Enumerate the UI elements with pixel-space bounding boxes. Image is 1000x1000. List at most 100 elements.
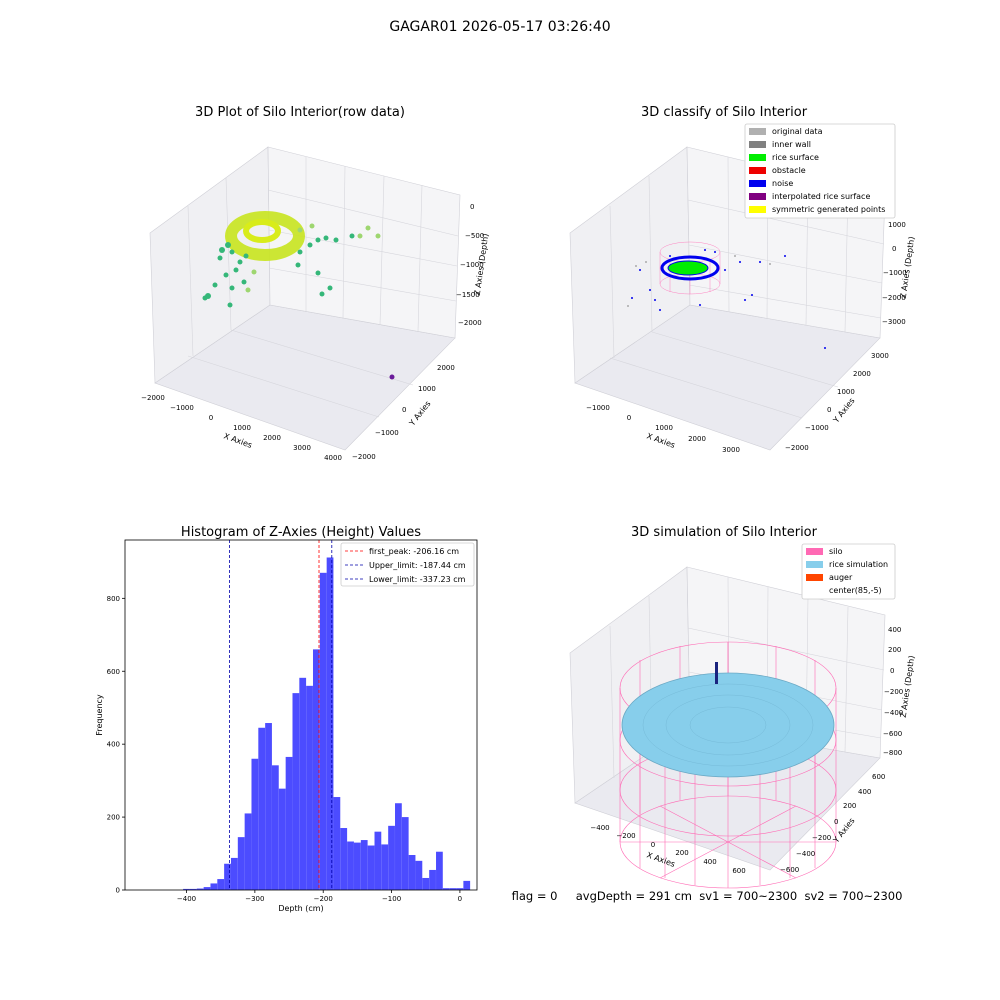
sim-ytick: 200: [843, 802, 856, 810]
raw-ring-surface: [225, 211, 305, 261]
classify-xtick: −1000: [586, 404, 610, 412]
histogram-bar: [292, 693, 300, 890]
histogram-bar: [347, 841, 354, 890]
histogram-bar: [224, 863, 231, 890]
sim-ztick: −400: [884, 709, 903, 717]
histogram-bar: [367, 845, 375, 890]
histogram-bar: [299, 677, 307, 890]
simulation-panel-title: 3D simulation of Silo Interior: [631, 525, 818, 540]
classify-ztick: −2000: [882, 294, 906, 302]
x-tick-label: −400: [177, 895, 196, 903]
classify-3d-panel: 3D classify of Silo Interior −1000 0 100…: [569, 105, 917, 454]
histogram-bar: [449, 888, 457, 890]
x-tick-label: −100: [382, 895, 401, 903]
raw-outlier-point: [389, 374, 395, 380]
histogram-frame: [124, 539, 478, 891]
histogram-bar: [319, 572, 327, 890]
classify-noise-points: [631, 249, 826, 349]
raw-y-ticklabels: −2000 −1000 0 1000 2000: [352, 364, 455, 461]
figure-suptitle: GAGAR01 2026-05-17 03:26:40: [389, 19, 610, 35]
sim-ytick: −400: [796, 850, 815, 858]
y-tick-label: 200: [107, 814, 120, 822]
raw-ztick: −1000: [460, 261, 484, 269]
histogram-bar: [442, 888, 450, 890]
histogram-bar: [456, 888, 464, 890]
raw-ztick: 0: [470, 203, 474, 211]
legend-label-first-peak: first_peak: -206.16 cm: [369, 547, 459, 556]
histogram-bar: [183, 888, 190, 890]
sim-ytick: 400: [858, 788, 871, 796]
sim-zlabel: Z Axies (Depth): [899, 655, 917, 718]
classify-ztick: 1000: [888, 221, 906, 229]
classify-ylabel: Y Axies: [831, 396, 857, 425]
legend-swatch-silo: [806, 548, 823, 555]
raw-xtick: 3000: [293, 444, 311, 452]
sim-ytick: 600: [872, 773, 885, 781]
classify-rice-surface: [667, 260, 709, 276]
histogram-x-ticks: −400 −300 −200 −100 0: [177, 890, 462, 903]
histogram-bar: [265, 723, 272, 890]
histogram-bar: [422, 877, 430, 890]
classify-ytick: 0: [827, 406, 831, 414]
raw-scatter-light-points: [245, 223, 381, 293]
sim-xtick: 600: [732, 867, 745, 875]
classify-y-ticklabels: −2000 −1000 0 1000 2000 3000: [785, 352, 889, 452]
histogram-bars: [183, 557, 471, 890]
histogram-bar: [312, 649, 320, 890]
legend-swatch-rice-surface: [749, 154, 766, 161]
classify-legend-box: [744, 123, 896, 219]
legend-swatch-original-data: [749, 128, 766, 135]
legend-swatch-inner-wall: [749, 141, 766, 148]
legend-swatch-symmetric-generated-points: [749, 206, 766, 213]
histogram-reference-lines: [229, 540, 333, 890]
sim-ztick: 0: [890, 667, 894, 675]
sim-xtick: 200: [675, 849, 688, 857]
histogram-bar: [381, 844, 389, 890]
raw-panel-title: 3D Plot of Silo Interior(row data): [195, 105, 405, 120]
sim-ztick: 200: [888, 646, 901, 654]
histogram-bar: [463, 880, 471, 890]
sim-xtick: 400: [703, 858, 716, 866]
classify-z-ticklabels: 1000 0 −1000 −2000 −3000: [882, 221, 907, 326]
legend-label-inner-wall: inner wall: [772, 140, 811, 149]
classify-ytick: 3000: [871, 352, 889, 360]
histogram-xlabel: Depth (cm): [278, 904, 323, 913]
sim-ytick: −600: [780, 866, 799, 874]
legend-label-obstacle: obstacle: [772, 166, 806, 175]
classify-x-ticklabels: −1000 0 1000 2000 3000: [586, 404, 740, 454]
raw-ztick: −500: [465, 232, 484, 240]
legend-swatch-interpolated-rice-surface: [749, 193, 766, 200]
legend-label-original-data: original data: [772, 127, 823, 136]
histogram-ylabel: Frequency: [95, 694, 104, 736]
raw-x-ticklabels: −2000 −1000 0 1000 2000 3000 4000: [141, 394, 342, 462]
histogram-bar: [388, 825, 395, 890]
classify-ztick: 0: [892, 245, 896, 253]
classify-ytick: 2000: [853, 370, 871, 378]
classify-ytick: 1000: [837, 388, 855, 396]
x-tick-label: −300: [245, 895, 264, 903]
histogram-y-ticks: 0 200 400 600 800: [107, 595, 125, 895]
raw-ytick: −1000: [375, 429, 399, 437]
classify-zlabel: Z Axies (Depth): [899, 236, 917, 299]
histogram-bar: [237, 837, 245, 890]
y-tick-label: 400: [107, 741, 120, 749]
legend-swatch-rice-simulation: [806, 561, 823, 568]
sim-ytick: 0: [834, 818, 838, 826]
sim-xtick: −200: [616, 832, 635, 840]
histogram-bar: [196, 888, 204, 890]
legend-swatch-obstacle: [749, 167, 766, 174]
classify-panel-title: 3D classify of Silo Interior: [641, 105, 808, 120]
legend-label-auger: auger: [829, 573, 853, 582]
raw-ytick: 1000: [418, 385, 436, 393]
histogram-title: Histogram of Z-Axies (Height) Values: [181, 525, 421, 540]
classify-ytick: −1000: [805, 424, 829, 432]
histogram-bar: [395, 803, 402, 890]
histogram-bar: [401, 817, 409, 890]
raw-ytick: 0: [402, 406, 406, 414]
histogram-bar: [244, 813, 252, 890]
legend-label-upper-limit: Upper_limit: -187.44 cm: [369, 561, 466, 570]
histogram-bar: [340, 828, 348, 890]
raw-xtick: 1000: [233, 424, 251, 432]
x-tick-label: 0: [458, 895, 462, 903]
